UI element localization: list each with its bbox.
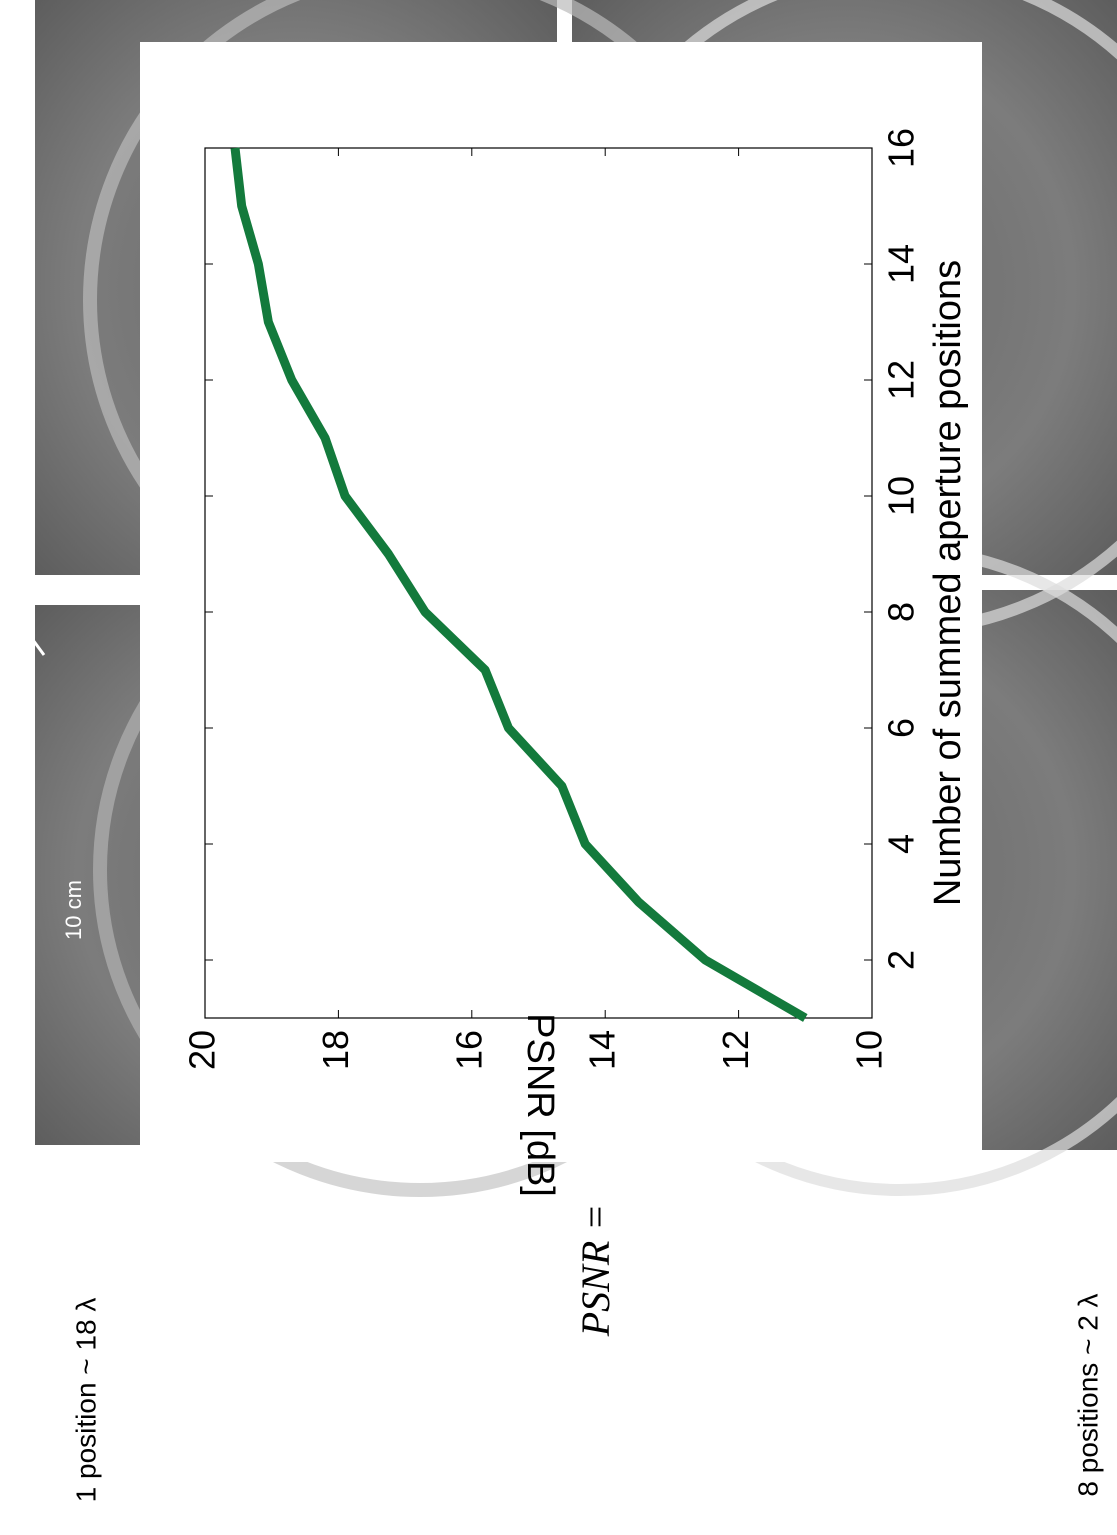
x-tick-label: 16 (881, 128, 922, 168)
psnr-label: PSNR = (573, 1204, 618, 1338)
scale-label: 10 cm (61, 880, 86, 940)
y-tick-label: 18 (315, 1030, 356, 1070)
x-tick-label: 2 (881, 950, 922, 970)
x-tick-label: 12 (881, 360, 922, 400)
x-axis-label: Number of summed aperture positions (927, 260, 969, 906)
y-tick-label: 16 (448, 1030, 489, 1070)
panel-label: 1 position ~ 18 λ (70, 1298, 101, 1503)
data-line (230, 147, 808, 1022)
x-tick-label: 8 (881, 602, 922, 622)
y-axis-label: PSNR [dB] (519, 1013, 561, 1197)
x-tick-label: 14 (881, 244, 922, 284)
y-tick-label: 20 (182, 1030, 223, 1070)
plot-frame (204, 147, 873, 1019)
x-tick-label: 10 (881, 476, 922, 516)
x-tick-label: 4 (881, 834, 922, 854)
panel-label: 8 positions ~ 2 λ (1072, 1293, 1103, 1496)
y-tick-label: 14 (582, 1030, 623, 1070)
y-tick-label: 10 (849, 1030, 890, 1070)
x-tick-label: 6 (881, 718, 922, 738)
chart-panel (140, 42, 982, 1162)
y-tick-label: 12 (715, 1030, 756, 1070)
